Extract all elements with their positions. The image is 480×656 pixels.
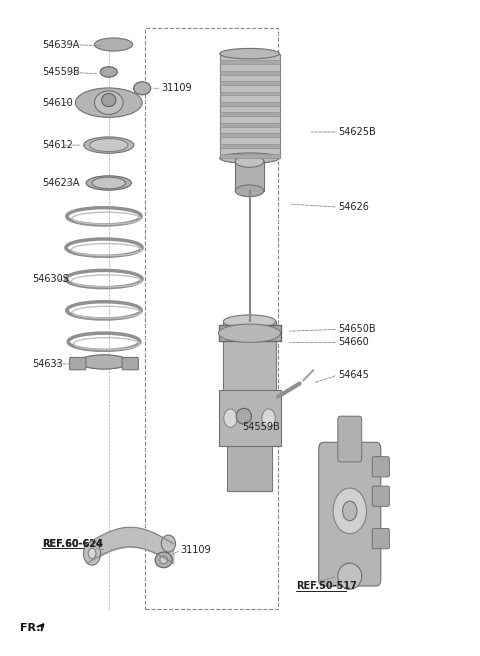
Ellipse shape: [75, 88, 142, 117]
Ellipse shape: [79, 355, 129, 369]
Text: 54626: 54626: [338, 202, 369, 212]
Bar: [220, 112, 280, 116]
Ellipse shape: [155, 552, 172, 567]
Ellipse shape: [160, 556, 168, 564]
Ellipse shape: [100, 67, 117, 77]
Ellipse shape: [338, 563, 362, 589]
Ellipse shape: [224, 409, 237, 427]
FancyBboxPatch shape: [372, 486, 389, 506]
Ellipse shape: [84, 542, 101, 565]
Text: 54639A: 54639A: [42, 39, 79, 49]
Bar: [220, 102, 280, 106]
Ellipse shape: [236, 408, 252, 424]
Bar: [220, 144, 280, 148]
Text: 54660: 54660: [338, 337, 369, 348]
Bar: [220, 133, 280, 137]
Bar: [220, 54, 280, 158]
Bar: [218, 390, 281, 445]
Bar: [227, 400, 272, 491]
Ellipse shape: [223, 315, 276, 328]
Ellipse shape: [84, 137, 134, 154]
Bar: [235, 161, 264, 191]
Text: 54650B: 54650B: [338, 324, 375, 335]
Ellipse shape: [86, 176, 132, 190]
Ellipse shape: [333, 488, 366, 534]
FancyBboxPatch shape: [338, 416, 362, 462]
Ellipse shape: [161, 535, 176, 552]
Ellipse shape: [92, 177, 125, 189]
Ellipse shape: [262, 409, 276, 427]
Ellipse shape: [95, 91, 123, 114]
Text: 31109: 31109: [180, 545, 211, 555]
Bar: [220, 92, 280, 96]
Text: 54630S: 54630S: [33, 274, 69, 284]
FancyBboxPatch shape: [372, 457, 389, 477]
Ellipse shape: [343, 501, 357, 521]
Bar: [144, 28, 278, 609]
Text: REF.60-624: REF.60-624: [42, 539, 103, 548]
Text: REF.60-624: REF.60-624: [42, 539, 103, 548]
Text: 54625B: 54625B: [338, 127, 375, 137]
Ellipse shape: [220, 49, 279, 59]
Text: REF.50-517: REF.50-517: [296, 581, 357, 591]
Ellipse shape: [133, 82, 151, 95]
Ellipse shape: [95, 38, 132, 51]
Text: 31109: 31109: [161, 83, 192, 93]
Ellipse shape: [102, 94, 116, 106]
Text: FR.: FR.: [21, 623, 41, 634]
Ellipse shape: [218, 324, 281, 342]
Bar: [220, 123, 280, 127]
Text: 54559B: 54559B: [42, 67, 80, 77]
Ellipse shape: [235, 185, 264, 197]
Bar: [220, 71, 280, 75]
Ellipse shape: [235, 155, 264, 167]
Bar: [220, 60, 280, 64]
Ellipse shape: [220, 153, 279, 163]
Ellipse shape: [90, 138, 128, 152]
Text: 54623A: 54623A: [42, 178, 80, 188]
FancyBboxPatch shape: [372, 529, 389, 549]
Text: 54633: 54633: [33, 359, 63, 369]
Text: 54645: 54645: [338, 370, 369, 380]
Bar: [223, 321, 276, 400]
Text: 54559B: 54559B: [242, 422, 280, 432]
FancyBboxPatch shape: [70, 358, 86, 370]
Bar: [220, 81, 280, 85]
Text: 54610: 54610: [42, 98, 72, 108]
Bar: [220, 154, 280, 158]
Ellipse shape: [88, 548, 96, 559]
Bar: [218, 325, 281, 341]
FancyBboxPatch shape: [319, 442, 381, 586]
FancyBboxPatch shape: [122, 358, 138, 370]
Text: 54612: 54612: [42, 140, 73, 150]
